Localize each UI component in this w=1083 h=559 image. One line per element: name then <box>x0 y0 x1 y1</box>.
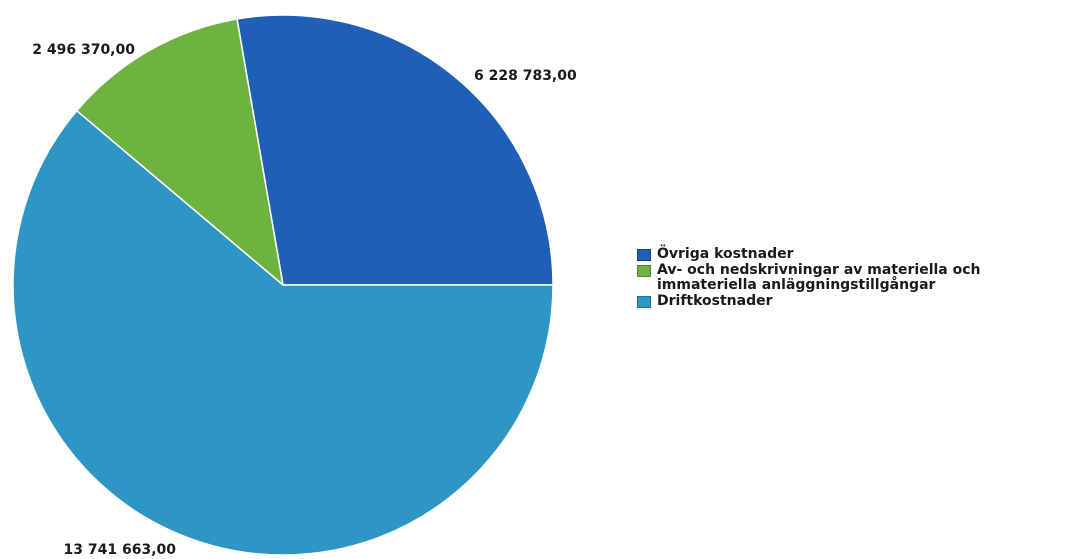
pie-slice-0 <box>236 14 554 286</box>
legend-swatch <box>637 265 651 277</box>
legend-item-driftkostnader: Driftkostnader <box>637 294 1077 309</box>
chart-legend: Övriga kostnader Av- och nedskrivningar … <box>637 247 1077 310</box>
slice-value-label: 2 496 370,00 <box>32 42 135 58</box>
slice-value-label: 13 741 663,00 <box>64 542 177 558</box>
legend-label: Övriga kostnader <box>657 246 794 262</box>
slice-labels: 6 228 783,00 2 496 370,00 13 741 663,00 <box>32 42 577 558</box>
pie-slices <box>12 14 554 556</box>
legend-swatch <box>637 296 651 308</box>
slice-value-label: 6 228 783,00 <box>474 68 577 84</box>
pie-slice-1 <box>75 18 285 287</box>
pie-slice-2 <box>12 109 554 556</box>
legend-item-ovriga-kostnader: Övriga kostnader <box>637 247 1077 262</box>
legend-item-av-och-nedskrivningar: Av- och nedskrivningar av materiella och… <box>637 263 1077 293</box>
legend-swatch <box>637 249 651 261</box>
legend-label: Driftkostnader <box>657 293 773 309</box>
legend-label: Av- och nedskrivningar av materiella och… <box>657 262 981 293</box>
